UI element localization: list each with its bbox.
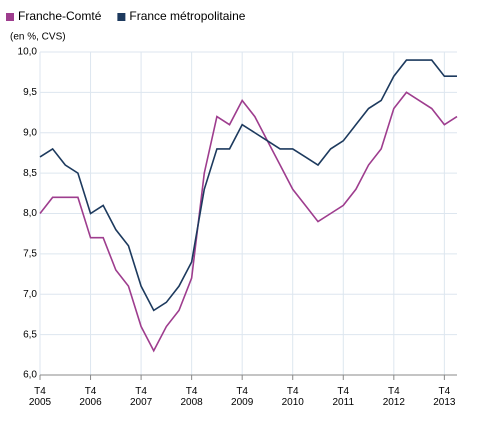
series-line [39,59,457,312]
x-tick-label: T4 2010 [281,386,304,408]
x-tick-label: T4 2009 [231,386,254,408]
x-tick-label: T4 2006 [79,386,102,408]
chart-subtitle: (en %, CVS) [10,32,66,43]
legend-swatch [117,13,126,21]
y-tick-label: 8,0 [23,208,37,219]
legend-label: France métropolitaine [129,9,245,23]
y-tick-label: 7,0 [23,289,37,300]
x-tick-label: T4 2005 [28,386,52,408]
x-tick-label: T4 2012 [382,386,405,408]
legend-swatch [6,13,14,21]
y-tick-label: 9,0 [23,127,37,138]
x-tick-label: T4 2013 [433,386,456,408]
y-tick-label: 6,0 [23,370,37,381]
y-tick-label: 10,0 [18,47,38,58]
x-tick-label: T4 2011 [332,386,355,408]
y-tick-label: 7,5 [23,249,37,260]
y-tick-label: 6,5 [23,329,37,340]
legend-label: Franche-Comté [18,9,102,23]
series-line [39,91,458,353]
y-tick-label: 9,5 [23,87,37,98]
x-tick-label: T4 2007 [129,386,153,408]
x-tick-label: T4 2008 [180,386,203,408]
y-tick-label: 8,5 [23,168,37,179]
